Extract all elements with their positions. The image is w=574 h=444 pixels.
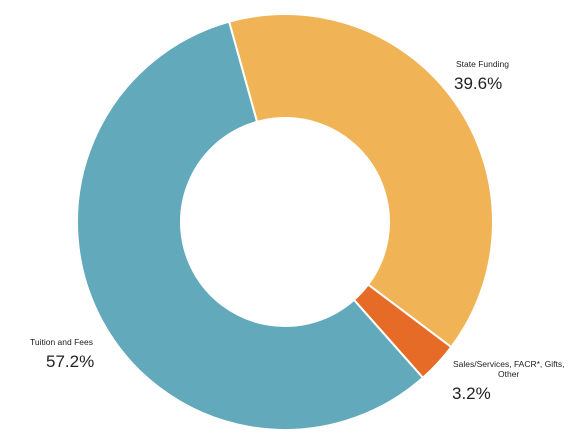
donut-slices [76,13,494,431]
slice-value-state-funding: 39.6% [454,74,502,93]
slice-value-sales: 3.2% [452,384,491,403]
slice-label-tuition: Tuition and Fees [30,337,93,347]
slice-label-state-funding: State Funding [456,59,509,69]
slice-label-sales-line1: Sales/Services, FACR*, Gifts, [453,359,564,369]
slice-state-funding [227,13,494,349]
slice-tuition-and-fees [76,20,425,431]
slice-labels: State Funding 39.6% Sales/Services, FACR… [30,59,564,403]
slice-value-tuition: 57.2% [46,352,94,371]
slice-label-sales-line2: Other [498,369,519,379]
